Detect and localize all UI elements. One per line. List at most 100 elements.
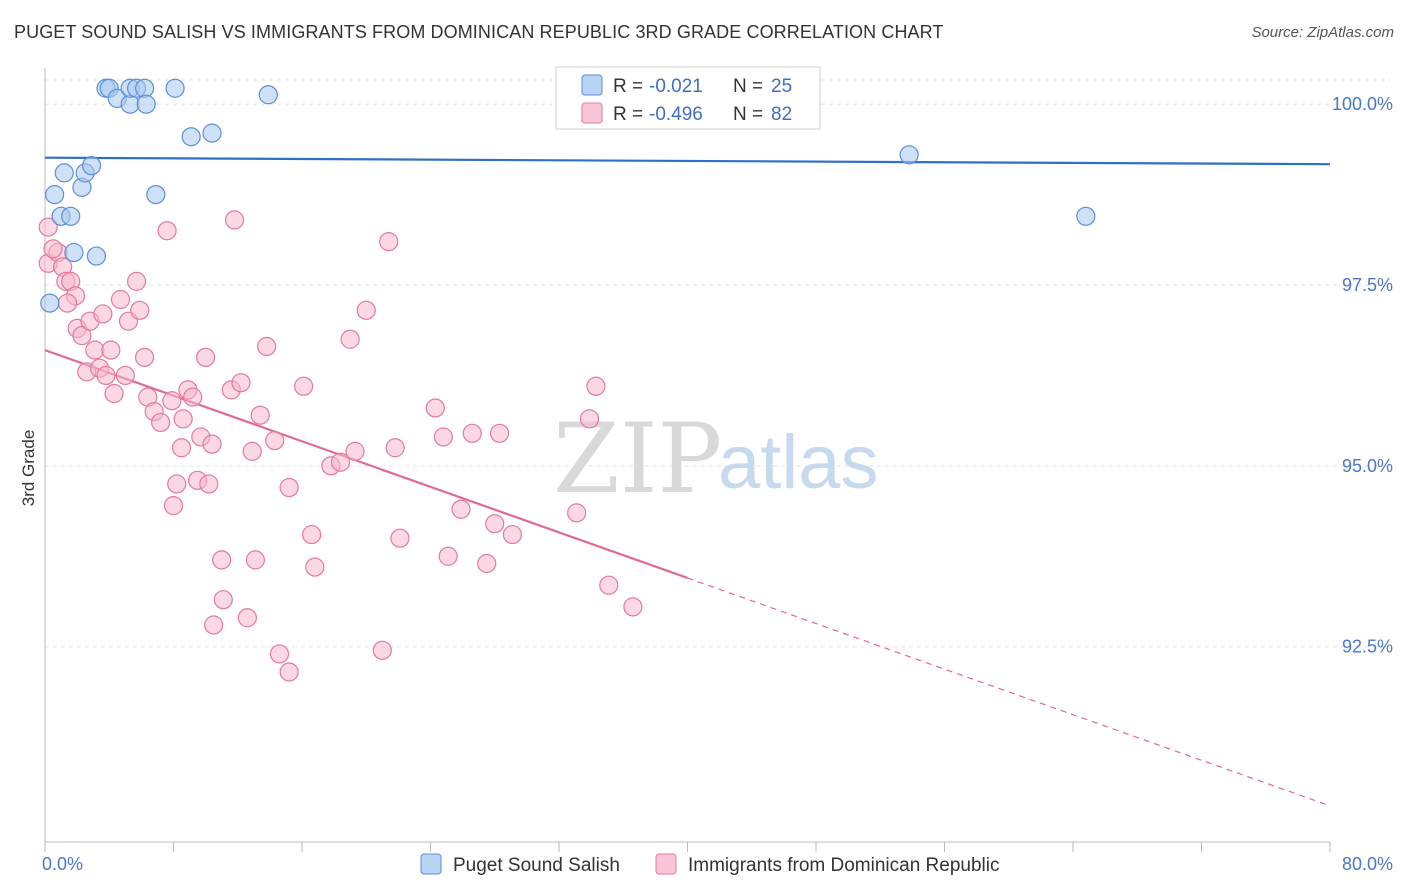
point-dominican-republic [72, 326, 92, 346]
point-dominican-republic [385, 438, 405, 458]
y-tick-label: 95.0% [1342, 456, 1393, 476]
point-dominican-republic [567, 503, 587, 523]
point-dominican-republic [242, 441, 262, 461]
point-dominican-republic [265, 430, 285, 451]
point-dominican-republic [302, 524, 322, 545]
point-dominican-republic [245, 550, 266, 570]
y-axis-title: 3rd Grade [19, 430, 38, 507]
trend-line-pink [44, 349, 688, 580]
legend-n-value: 25 [771, 76, 792, 97]
axes [44, 68, 1331, 852]
point-dominican-republic [196, 347, 216, 367]
point-dominican-republic [390, 528, 410, 548]
bottom-legend-label: Puget Sound Salish [453, 855, 620, 876]
point-dominican-republic [330, 452, 351, 472]
point-puget-sound-salish [81, 156, 102, 176]
point-dominican-republic [269, 644, 290, 664]
point-dominican-republic [279, 662, 299, 682]
legend-r-label: R = [613, 76, 643, 97]
point-dominican-republic [340, 329, 360, 349]
y-tick-label: 97.5% [1342, 275, 1393, 295]
point-dominican-republic [623, 597, 643, 617]
point-dominican-republic [485, 514, 505, 534]
legend-r-value: -0.496 [649, 104, 703, 125]
correlation-legend: R = -0.021 N = 25 R = -0.496 N = 82 [555, 66, 821, 130]
point-dominican-republic [250, 405, 270, 425]
point-dominican-republic [104, 383, 124, 404]
point-puget-sound-salish [136, 94, 156, 114]
point-dominican-republic [202, 434, 222, 454]
watermark-zip: ZIP [553, 403, 722, 515]
y-tick-labels: 92.5% 95.0% 97.5% 100.0% [1332, 94, 1393, 657]
point-dominican-republic [162, 391, 182, 411]
point-dominican-republic [379, 232, 399, 252]
point-puget-sound-salish [202, 123, 222, 143]
point-dominican-republic [85, 340, 105, 360]
point-dominican-republic [115, 365, 135, 386]
point-puget-sound-salish [1076, 206, 1096, 226]
point-dominican-republic [93, 304, 113, 324]
point-dominican-republic [237, 608, 257, 628]
point-dominican-republic [183, 387, 203, 407]
data-points [38, 78, 1096, 682]
point-puget-sound-salish [146, 184, 166, 205]
legend-n-label: N = [733, 76, 763, 97]
point-dominican-republic [199, 474, 219, 494]
point-dominican-republic [224, 210, 245, 230]
point-dominican-republic [477, 553, 497, 574]
point-dominican-republic [96, 365, 116, 386]
point-puget-sound-salish [45, 184, 65, 205]
point-dominican-republic [171, 438, 192, 458]
point-dominican-republic [425, 398, 445, 418]
trend-lines [44, 156, 1331, 807]
point-dominican-republic [231, 373, 251, 393]
point-dominican-republic [167, 474, 187, 494]
x-tick-label: 0.0% [42, 854, 83, 874]
watermark-atlas: atlas [718, 420, 879, 505]
legend-r-label: R = [613, 104, 643, 125]
point-dominican-republic [579, 409, 600, 429]
point-puget-sound-salish [165, 78, 185, 98]
point-dominican-republic [126, 271, 147, 291]
bottom-legend-swatch-blue [420, 853, 442, 875]
y-tick-label: 92.5% [1342, 637, 1393, 657]
point-dominican-republic [213, 590, 233, 610]
point-dominican-republic [157, 221, 177, 241]
point-puget-sound-salish [61, 206, 81, 226]
point-dominican-republic [502, 524, 523, 545]
point-dominican-republic [294, 376, 314, 396]
point-dominican-republic [204, 615, 224, 635]
point-dominican-republic [489, 423, 510, 443]
point-dominican-republic [43, 239, 63, 259]
watermark: ZIP atlas [553, 403, 879, 515]
point-dominican-republic [345, 441, 365, 461]
bottom-legend-label: Immigrants from Dominican Republic [688, 855, 1000, 876]
trend-line-pink-extension [687, 577, 1331, 807]
source-label: Source: ZipAtlas.com [1251, 24, 1394, 41]
legend-r-value: -0.021 [649, 76, 703, 97]
legend-n-label: N = [733, 104, 763, 125]
bottom-legend-swatch-pink [655, 853, 677, 875]
legend-swatch-blue [581, 74, 603, 96]
point-puget-sound-salish [86, 246, 107, 266]
point-dominican-republic [599, 575, 619, 595]
point-dominican-republic [462, 423, 482, 443]
point-puget-sound-salish [64, 242, 84, 263]
point-puget-sound-salish [54, 163, 74, 183]
point-dominican-republic [134, 347, 155, 367]
point-dominican-republic [173, 409, 193, 429]
point-dominican-republic [130, 300, 150, 320]
legend-swatch-pink [581, 102, 603, 124]
point-dominican-republic [212, 550, 232, 570]
chart-title: PUGET SOUND SALISH VS IMMIGRANTS FROM DO… [14, 22, 944, 42]
point-dominican-republic [438, 546, 458, 566]
x-tick-label: 80.0% [1342, 854, 1393, 874]
point-puget-sound-salish [134, 78, 155, 98]
point-puget-sound-salish [899, 145, 919, 165]
point-dominican-republic [110, 289, 131, 310]
point-puget-sound-salish [181, 127, 201, 147]
point-dominican-republic [356, 300, 376, 320]
point-puget-sound-salish [40, 293, 60, 313]
point-dominican-republic [257, 336, 277, 357]
